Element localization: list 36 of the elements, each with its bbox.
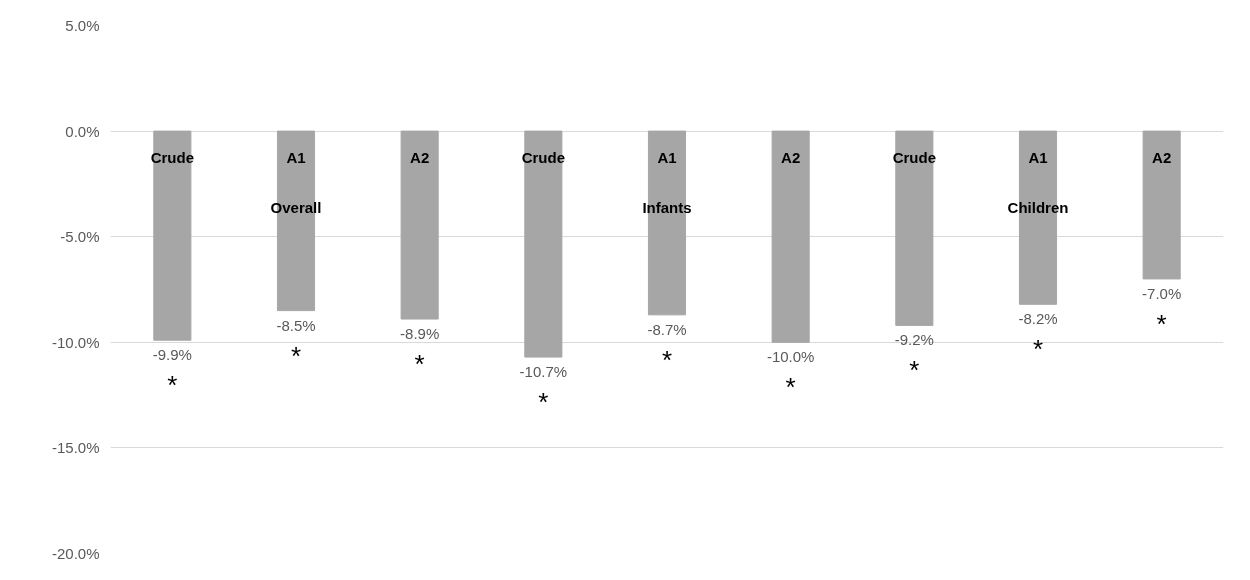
annotation: Infants (642, 199, 692, 217)
x-tick-label: A1 (657, 149, 677, 167)
data-label: -7.0% (1142, 284, 1182, 302)
annotation: * (1032, 334, 1044, 365)
y-tick-label: -10.0% (51, 333, 100, 351)
y-tick-label: -15.0% (51, 439, 100, 457)
annotation: Overall (270, 199, 322, 217)
annotation: * (167, 370, 178, 401)
annotation: * (785, 372, 796, 403)
annotation: * (290, 340, 302, 371)
data-label: -9.2% (894, 331, 934, 349)
annotation: Children (1007, 199, 1069, 217)
annotation: * (661, 344, 673, 375)
annotation: * (414, 349, 425, 380)
x-tick-label: A2 (781, 149, 801, 167)
y-tick-label: 0.0% (65, 122, 100, 140)
data-label: -8.7% (647, 320, 687, 338)
y-tick-label: -20.0% (51, 545, 100, 562)
annotation: * (538, 387, 549, 418)
y-tick-label: -5.0% (60, 228, 100, 246)
data-label: -10.0% (766, 348, 815, 366)
data-label: -9.9% (152, 346, 192, 364)
data-label: -8.9% (400, 325, 440, 343)
data-label: -8.5% (276, 316, 316, 334)
x-tick-label: A2 (1152, 149, 1172, 167)
x-tick-label: Crude (150, 149, 195, 167)
y-tick-label: 5.0% (65, 17, 100, 34)
x-tick-label: A1 (1028, 149, 1048, 167)
x-tick-label: Crude (892, 149, 937, 167)
data-label: -10.7% (519, 363, 568, 381)
annotation: * (909, 355, 920, 386)
x-tick-label: A2 (410, 149, 430, 167)
annotation: * (1156, 308, 1167, 339)
x-tick-label: A1 (286, 149, 306, 167)
data-label: -8.2% (1018, 310, 1058, 328)
x-tick-label: Crude (521, 149, 566, 167)
